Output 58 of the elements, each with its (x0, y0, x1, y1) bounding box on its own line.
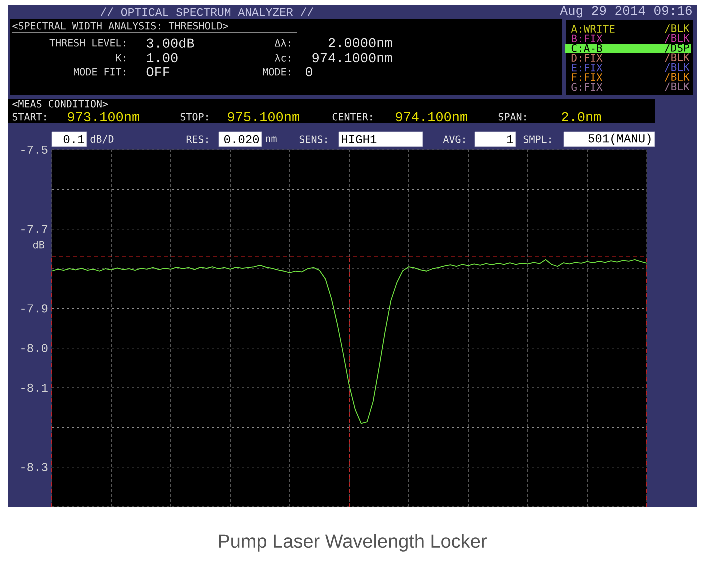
text: 973.100nm (68, 112, 140, 122)
text: SENS: (300, 136, 327, 144)
text: /DSP (665, 44, 690, 53)
text: 974.100nm (396, 112, 468, 122)
text: RES: (186, 136, 208, 144)
text: AVG: (443, 136, 465, 144)
text: B:FIX (572, 34, 603, 43)
text: STOP: (180, 113, 208, 121)
text: λc: (275, 54, 290, 62)
text: 2.0nm (562, 112, 602, 122)
text: Δλ: (274, 39, 290, 47)
text: 1 (507, 136, 514, 144)
y-tick-label: -8.1 (22, 384, 48, 392)
text: SMPL: (524, 136, 551, 144)
text: 501(MANU) (588, 134, 651, 146)
text: 3.00dB (147, 38, 194, 48)
text: SPAN: (498, 113, 526, 121)
text: /BLK (665, 54, 690, 62)
text: START: (12, 113, 46, 121)
text: MODE: (263, 68, 290, 76)
text: <MEAS CONDITION> (12, 100, 108, 108)
text: HIGH1 (342, 135, 377, 144)
text: Aug 29 2014 09:16 (560, 6, 692, 18)
text: C:A-B (572, 44, 602, 52)
text: // OPTICAL SPECTRUM ANALYZER // (100, 8, 314, 16)
text: CENTER: (332, 113, 372, 121)
y-tick-label: -7.5 (22, 146, 48, 154)
y-tick-label: -8.0 (22, 344, 48, 352)
text: 974.1000nm (312, 53, 392, 63)
text: 1.00 (147, 53, 178, 63)
text: THRESH LEVEL: (50, 39, 126, 47)
text: <SPECTRAL WIDTH ANALYSIS: THRESHOLD> (12, 22, 228, 30)
text: K: (116, 54, 126, 62)
text: 0.020 (224, 135, 260, 144)
text: 975.100nm (228, 112, 300, 122)
text: A:WRITE (571, 25, 615, 33)
text: G:FIX (572, 83, 603, 92)
text: /BLK (665, 73, 690, 82)
text: 0.1 (64, 135, 84, 144)
text: E:FIX (572, 64, 603, 72)
y-tick-label: -7.7 (22, 225, 48, 234)
text: Pump Laser Wavelength Locker (219, 534, 487, 552)
text: 2.0000nm (328, 38, 392, 48)
text: /BLK (665, 34, 690, 43)
text: D:FIX (572, 54, 603, 62)
text: /BLK (665, 82, 690, 92)
line-series (52, 259, 648, 424)
text: nm (266, 136, 277, 142)
y-tick-label: -7.9 (22, 304, 48, 313)
text: OFF (146, 67, 170, 77)
text: F:FIX (572, 74, 603, 82)
y-axis-title: dB (33, 240, 44, 249)
text: dB/D (90, 135, 114, 144)
text: MODE FIT: (74, 68, 126, 76)
text: 0 (306, 67, 312, 77)
text: /BLK (665, 24, 690, 34)
y-tick-label: -8.3 (22, 463, 48, 472)
text: /BLK (665, 63, 690, 72)
